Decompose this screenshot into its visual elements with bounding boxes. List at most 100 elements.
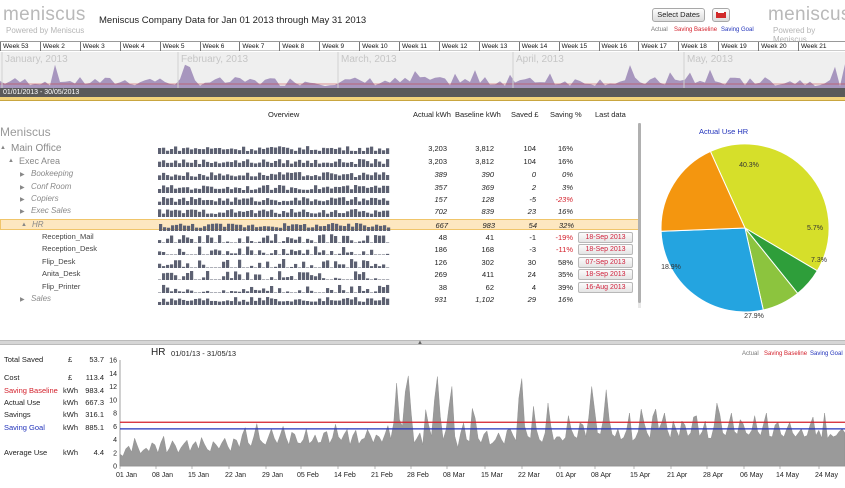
tree-row[interactable]: Reception_Mail 48 41 -1 -19% 18-Sep 2013: [0, 232, 640, 245]
sparkline-bar: [326, 279, 330, 280]
last-data-button[interactable]: 18-Sep 2013: [578, 232, 633, 243]
week-tick[interactable]: Week 6: [199, 42, 224, 51]
sparkline-bar: [346, 185, 350, 193]
tree-row[interactable]: Anita_Desk 269 411 24 35% 18-Sep 2013: [0, 269, 640, 282]
tree-row-name[interactable]: Reception_Desk: [42, 244, 98, 253]
tree-row-name[interactable]: Main Office: [11, 143, 62, 154]
expand-arrow-icon[interactable]: ▶: [20, 297, 25, 303]
range-handle[interactable]: [0, 97, 845, 101]
tree-row-name[interactable]: Bookeeping: [31, 169, 74, 178]
tree-row-name[interactable]: Copiers: [31, 194, 59, 203]
week-tick[interactable]: Week 19: [718, 42, 747, 51]
cell-saved: 0: [531, 170, 536, 179]
sparkline-bar: [298, 147, 302, 154]
expand-arrow-icon[interactable]: ▶: [20, 197, 25, 203]
tree-row-name[interactable]: Conf Room: [31, 182, 72, 191]
tree-row-name[interactable]: Flip_Desk: [42, 257, 76, 266]
select-dates-button[interactable]: Select Dates: [652, 8, 705, 22]
expand-arrow-icon[interactable]: ▲: [0, 145, 6, 151]
last-data-button[interactable]: 07-Sep 2013: [578, 257, 633, 268]
cell-actual: 38: [438, 283, 447, 292]
expand-arrow-icon[interactable]: ▲: [8, 158, 14, 164]
row-sparkline: [158, 209, 390, 217]
tree-row[interactable]: ▲ HR 667 983 54 32%: [0, 219, 640, 231]
tree-row[interactable]: Flip_Printer 38 62 4 39% 16-Aug 2013: [0, 282, 640, 295]
week-tick[interactable]: Week 18: [678, 42, 707, 51]
sparkline-bar: [330, 173, 334, 180]
week-tick[interactable]: Week 14: [518, 42, 547, 51]
last-data-button[interactable]: 18-Sep 2013: [578, 269, 633, 280]
tree-row-name[interactable]: Sales: [31, 294, 52, 303]
sparkline-bar: [338, 242, 342, 243]
pdf-export-button[interactable]: [712, 8, 730, 22]
cell-baseline: 369: [481, 183, 494, 192]
week-tick[interactable]: Week 8: [279, 42, 304, 51]
tree-row[interactable]: ▲ Exec Area 3,203 3,812 104 16%: [0, 156, 640, 169]
panel-splitter[interactable]: ▲: [0, 340, 845, 346]
tree-row[interactable]: ▶ Bookeeping 389 390 0 0%: [0, 169, 640, 182]
tree-row[interactable]: Flip_Desk 126 302 30 58% 07-Sep 2013: [0, 257, 640, 270]
tree-row-name[interactable]: HR: [32, 220, 44, 229]
tree-row[interactable]: ▶ Copiers 157 128 -5 -23%: [0, 194, 640, 207]
week-ruler[interactable]: Week 53 Week 2 Week 3 Week 4 Week 5 Week 6 Wee…: [0, 41, 845, 51]
sparkline-bar: [330, 211, 334, 217]
sparkline-bar: [286, 300, 290, 305]
month-label: May, 2013: [687, 54, 733, 65]
sparkline-bar: [198, 236, 202, 243]
week-tick[interactable]: Week 21: [798, 42, 827, 51]
sparkline-bar: [358, 301, 362, 305]
sparkline-bar: [318, 252, 322, 255]
goal-value: 885.1: [85, 423, 104, 432]
week-tick[interactable]: Week 11: [399, 42, 427, 51]
sparkline-bar: [330, 197, 334, 205]
sparkline-bar: [206, 267, 210, 268]
sparkline-bar: [230, 290, 234, 293]
tree-row[interactable]: ▶ Exec Sales 702 839 23 16%: [0, 206, 640, 219]
tree-row[interactable]: Reception_Desk 186 168 -3 -11% 18-Sep 2013: [0, 244, 640, 257]
expand-arrow-icon[interactable]: ▶: [20, 185, 25, 191]
cell-saved: -5: [529, 195, 536, 204]
week-tick[interactable]: Week 15: [558, 42, 587, 51]
sparkline-bar: [162, 160, 166, 167]
week-tick[interactable]: Week 17: [638, 42, 667, 51]
table-scrollbar[interactable]: [638, 123, 641, 308]
tree-row-name[interactable]: Flip_Printer: [42, 282, 81, 291]
week-tick[interactable]: Week 20: [758, 42, 787, 51]
cell-saved: -1: [529, 233, 536, 242]
tree-row-name[interactable]: Exec Area: [19, 156, 61, 166]
tree-row-name[interactable]: Meniscus: [0, 125, 51, 139]
week-tick[interactable]: Week 53: [0, 42, 29, 51]
last-data-button[interactable]: 18-Sep 2013: [578, 244, 633, 255]
tree-row-name[interactable]: Reception_Mail: [42, 232, 94, 241]
expand-arrow-icon[interactable]: ▶: [20, 209, 25, 215]
tree-row-name[interactable]: Exec Sales: [31, 206, 72, 215]
week-tick[interactable]: Week 13: [478, 42, 507, 51]
tree-row[interactable]: ▶ Sales 931 1,102 29 16%: [0, 294, 640, 307]
tree-row[interactable]: Meniscus: [0, 125, 640, 141]
scroll-thumb[interactable]: [638, 123, 641, 303]
sparkline-bar: [378, 187, 382, 193]
range-bar[interactable]: 01/01/2013 - 30/05/2013: [0, 88, 845, 97]
sparkline-bar: [326, 260, 330, 268]
sparkline-bar: [358, 201, 362, 205]
week-tick[interactable]: Week 10: [359, 42, 388, 51]
x-tick-label: 22 Jan: [225, 472, 246, 479]
sparkline-bar: [206, 298, 210, 305]
expand-arrow-icon[interactable]: ▲: [21, 222, 27, 228]
week-tick[interactable]: Week 16: [598, 42, 627, 51]
last-data-button[interactable]: 16-Aug 2013: [578, 282, 633, 293]
week-tick[interactable]: Week 12: [438, 42, 467, 51]
tree-row[interactable]: ▲ Main Office 3,203 3,812 104 16%: [0, 143, 640, 156]
week-tick[interactable]: Week 7: [239, 42, 264, 51]
tree-row[interactable]: ▶ Conf Room 357 369 2 3%: [0, 182, 640, 195]
tree-row-name[interactable]: Anita_Desk: [42, 269, 81, 278]
week-tick[interactable]: Week 3: [79, 42, 105, 51]
sparkline-bar: [334, 210, 338, 217]
week-tick[interactable]: Week 2: [39, 42, 65, 51]
week-tick[interactable]: Week 9: [319, 42, 344, 51]
week-tick[interactable]: Week 4: [119, 42, 145, 51]
collapse-icon[interactable]: ▲: [417, 340, 423, 346]
week-tick[interactable]: Week 5: [159, 42, 185, 51]
sparkline-bar: [242, 161, 246, 167]
expand-arrow-icon[interactable]: ▶: [20, 172, 25, 178]
